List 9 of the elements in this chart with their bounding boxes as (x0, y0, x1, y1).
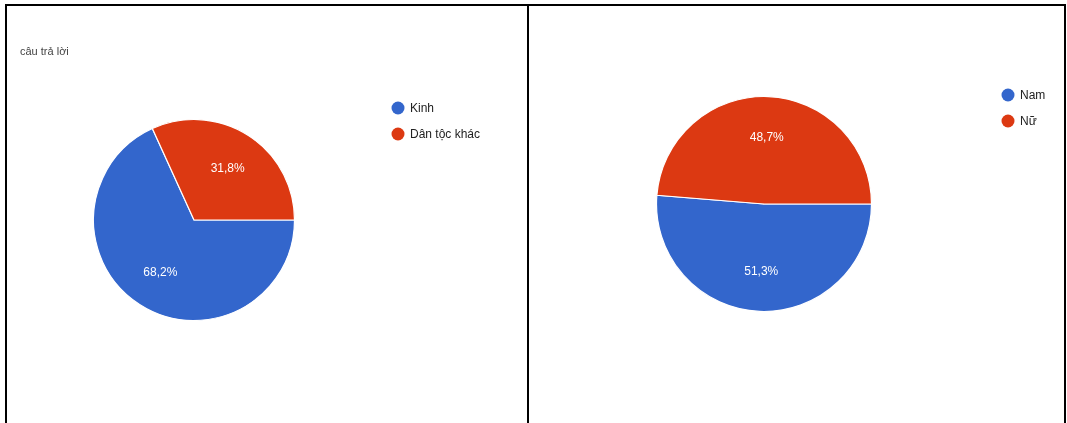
data-label: 51,3% (744, 263, 779, 278)
legend-label: Nữ (1020, 114, 1037, 128)
data-label: 68,2% (143, 265, 178, 280)
data-label: 48,7% (749, 130, 785, 145)
chart-subtitle: câu trả lời (20, 45, 69, 57)
legend-label: Nam (1020, 88, 1046, 102)
legend-label: Kinh (410, 101, 435, 115)
data-label: 31,8% (210, 160, 246, 175)
legend-label: Dân tộc khác (410, 127, 481, 141)
